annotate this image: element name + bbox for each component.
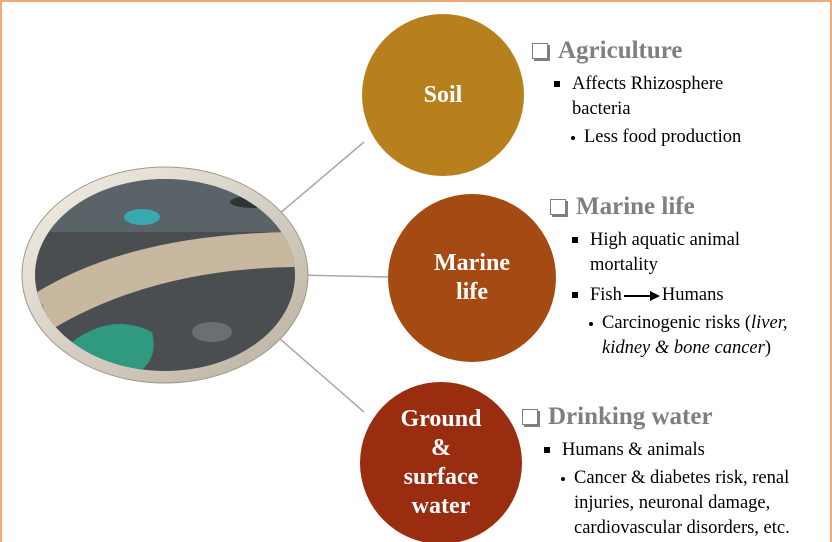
page: Soil Marine life Ground & surface water … xyxy=(0,0,832,542)
text: Carcinogenic risks ( xyxy=(602,313,751,333)
section: Drinking water Humans & animals Cancer &… xyxy=(522,402,819,541)
node-marine: Marine life xyxy=(388,194,556,362)
node-water: Ground & surface water xyxy=(360,382,522,542)
section-heading: Drinking water xyxy=(522,402,819,432)
arrow xyxy=(622,290,662,302)
sub-bullet: Cancer & diabetes risk, renal injuries, … xyxy=(558,466,819,541)
bullet-text: Humans xyxy=(662,285,724,305)
bullet: Fish Humans xyxy=(570,283,822,308)
section-heading: Agriculture xyxy=(532,36,772,66)
connector xyxy=(297,275,390,277)
bullet: Humans & animals xyxy=(542,438,819,463)
text: ) xyxy=(765,338,771,358)
bullet: Affects Rhizosphere bacteria xyxy=(552,72,772,122)
section: Agriculture Affects Rhizosphere bacteria… xyxy=(532,36,772,150)
connector xyxy=(272,142,364,220)
section-heading: Marine life xyxy=(550,192,822,222)
bullet-text: Fish xyxy=(590,285,622,305)
sub-bullet: Carcinogenic risks (liver, kidney & bone… xyxy=(586,311,822,361)
sub-bullet: Less food production xyxy=(568,125,772,150)
connector xyxy=(272,332,364,412)
bullet: High aquatic animal mortality xyxy=(570,228,810,278)
node-soil: Soil xyxy=(362,14,524,176)
section: Marine life High aquatic animal mortalit… xyxy=(550,192,822,361)
